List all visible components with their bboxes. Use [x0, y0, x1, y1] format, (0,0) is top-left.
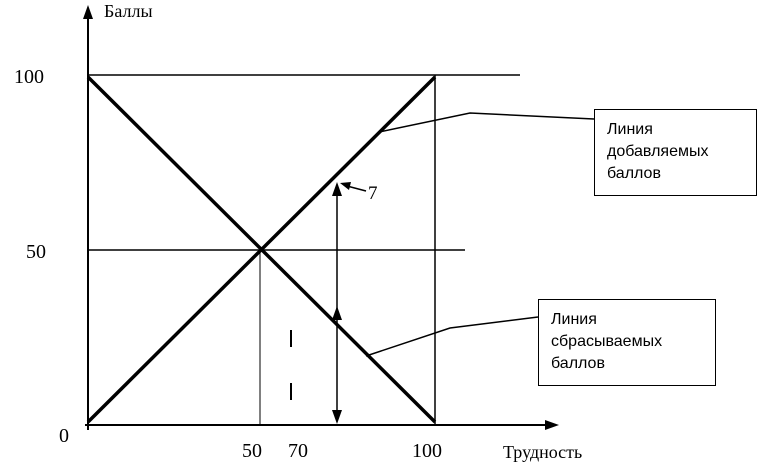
legend-dropped-line-3: баллов: [551, 355, 605, 372]
annotation-7-label: 7: [368, 183, 378, 204]
legend-dropped-line-1: Линия: [551, 311, 597, 328]
x-tick-50: 50: [242, 440, 262, 462]
legend-added-line-2: добавляемых: [607, 143, 709, 160]
double-arrow-middle-arrowhead-icon: [332, 306, 342, 320]
x-tick-70: 70: [288, 440, 308, 462]
origin-tick: 0: [59, 425, 69, 447]
legend-dropped-line-2: сбрасываемых: [551, 333, 663, 350]
legend-added-line-1: Линия: [607, 121, 653, 138]
y-tick-50: 50: [26, 241, 46, 263]
leader-line-dropped: [365, 316, 539, 357]
leader-line-added: [378, 112, 595, 133]
dropped-points-line: [86, 75, 437, 424]
double-arrow-bottom-arrowhead-icon: [332, 410, 342, 424]
double-arrow-top-arrowhead-icon: [332, 182, 342, 196]
y-axis-title: Баллы: [104, 1, 153, 21]
x-tick-100: 100: [412, 440, 442, 462]
x-axis-arrowhead-icon: [545, 420, 559, 430]
annotation-7-arrowhead-icon: [340, 182, 351, 190]
legend-box-dropped: Линия сбрасываемых баллов: [538, 299, 716, 386]
y-tick-100: 100: [14, 66, 44, 88]
legend-added-line-3: баллов: [607, 165, 661, 182]
y-axis-arrowhead-icon: [83, 5, 93, 19]
x-axis-title: Трудность: [503, 442, 582, 462]
annotation-7-pointer-line: [346, 185, 367, 192]
legend-box-added: Линия добавляемых баллов: [594, 109, 757, 196]
